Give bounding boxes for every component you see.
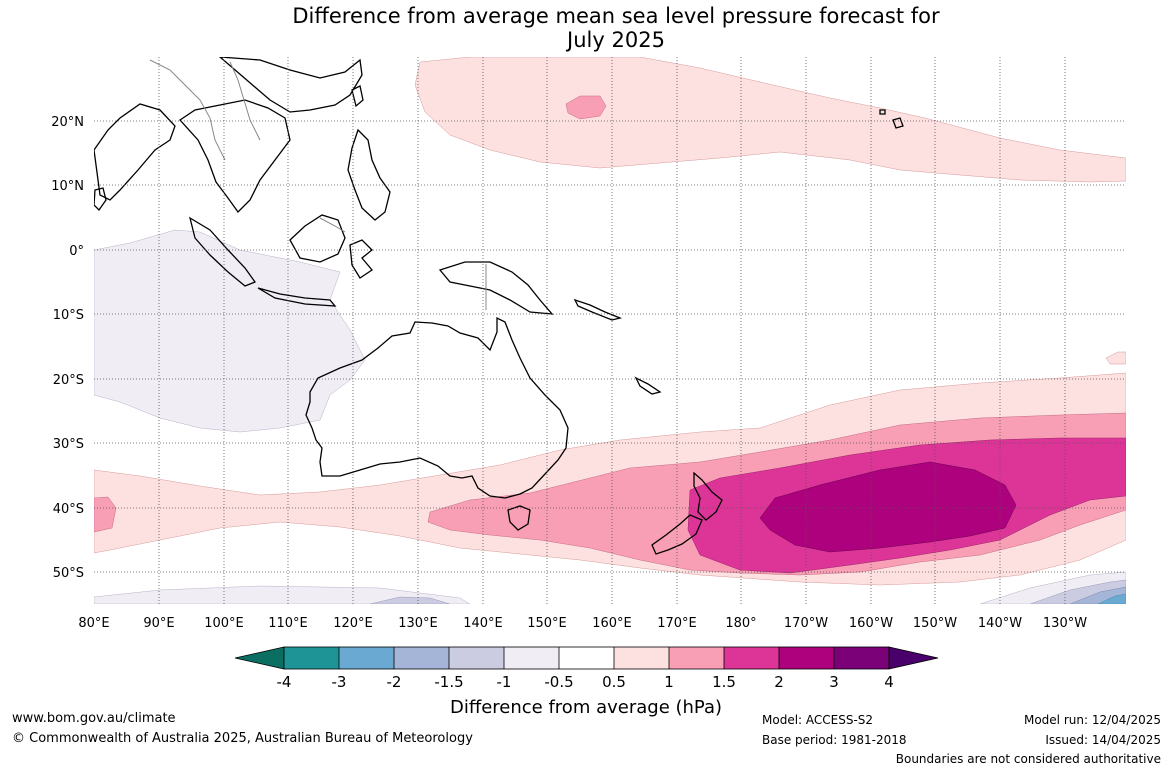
java-coast (257, 287, 337, 307)
title-line-2: July 2025 (567, 28, 665, 52)
country-borders (149, 59, 487, 310)
colorbar-tick-label: -1 (497, 673, 512, 691)
new-zealand-north (693, 471, 723, 521)
new-caledonia-coast (634, 376, 662, 395)
anomaly-region-north-band (414, 57, 1126, 183)
lon-tick-label: 150°W (913, 616, 957, 631)
colorbar-tick-label: 3 (829, 673, 839, 691)
issued-date: Issued: 14/04/2025 (1045, 733, 1161, 747)
taiwan-coast (351, 85, 364, 108)
lat-tick-labels: 20°N 10°N 0° 10°S 20°S 30°S 40°S 50°S (51, 115, 84, 581)
lat-tick-label: 10°N (51, 179, 84, 194)
colorbar-title: Difference from average (hPa) (450, 697, 722, 718)
lon-tick-label: 130°E (398, 616, 438, 631)
lon-tick-labels: 80°E 90°E 100°E 110°E 120°E 130°E 140°E … (78, 616, 1087, 631)
borneo-coast (289, 214, 346, 263)
disclaimer-text: Boundaries are not considered authoritat… (895, 752, 1161, 766)
model-run-date: Model run: 12/04/2025 (1023, 713, 1161, 727)
copyright-text: © Commonwealth of Australia 2025, Austra… (12, 731, 473, 746)
colorbar-tick-label: 4 (884, 673, 894, 691)
lat-tick-label: 20°N (51, 115, 84, 130)
lon-tick-label: 120°E (333, 616, 373, 631)
colorbar-swatch (504, 647, 559, 669)
colorbar-swatch (669, 647, 724, 669)
anomaly-region-negative-se-4 (1097, 593, 1126, 604)
lat-tick-label: 20°S (53, 373, 84, 388)
lon-tick-label: 140°W (978, 616, 1022, 631)
anomaly-region-east-patch (1105, 351, 1126, 365)
figure-title: Difference from average mean sea level p… (0, 4, 1173, 52)
colorbar-tick-label: 0.5 (602, 673, 626, 691)
anomaly-region-west-edge (94, 496, 117, 533)
colorbar-swatch (284, 647, 339, 669)
lat-tick-label: 30°S (53, 437, 84, 452)
colorbar-swatch (834, 647, 889, 669)
new-guinea-coast (438, 261, 554, 315)
map-panel (94, 57, 1126, 604)
new-zealand-south (651, 514, 703, 555)
colorbar-tick-label: -1.5 (434, 673, 463, 691)
colorbar-tick-label: 1.5 (712, 673, 736, 691)
colorbar-swatch (614, 647, 669, 669)
lat-tick-label: 40°S (53, 502, 84, 517)
base-period: Base period: 1981-2018 (762, 733, 907, 747)
colorbar-swatch (449, 647, 504, 669)
lon-tick-label: 160°E (592, 616, 632, 631)
anomaly-region-negative-south (94, 585, 471, 604)
colorbar-swatch (779, 647, 834, 669)
colorbar-tick-label: -2 (387, 673, 402, 691)
lon-tick-label: 170°W (784, 616, 828, 631)
lon-tick-label: 170°E (657, 616, 697, 631)
coastlines (94, 57, 904, 555)
colorbar-tick-label: 2 (774, 673, 784, 691)
lon-tick-label: 100°E (204, 616, 244, 631)
indochina-coast (179, 99, 291, 214)
sumatra-coast (188, 216, 257, 287)
lon-tick-label: 150°E (527, 616, 567, 631)
lat-tick-label: 0° (69, 244, 84, 259)
colorbar-tick-label: -3 (332, 673, 347, 691)
anomaly-region-negative-west (94, 229, 366, 433)
lon-tick-label: 80°E (78, 616, 109, 631)
model-name: Model: ACCESS-S2 (762, 713, 874, 727)
title-line-1: Difference from average mean sea level p… (292, 4, 940, 28)
hawaii-coast (879, 109, 904, 129)
australia-coast (305, 316, 569, 499)
colorbar-tick-label: -4 (277, 673, 292, 691)
anomaly-region-south-core (759, 461, 1017, 553)
colorbar-end-low (234, 646, 285, 670)
colorbar-tick-label: -0.5 (544, 673, 573, 691)
sri-lanka-coast (94, 187, 107, 212)
china-coast (219, 57, 363, 113)
colorbar-swatch (339, 647, 394, 669)
anomaly-region-north-core (565, 95, 607, 120)
colorbar-swatch (559, 647, 614, 669)
anomaly-region-negative-s-small (369, 596, 451, 604)
colorbar: -4 -3 -2 -1.5 -1 -0.5 0.5 1 1.5 2 3 4 Di… (234, 646, 939, 718)
solomon-coast (573, 298, 623, 321)
lat-tick-label: 50°S (53, 566, 84, 581)
colorbar-swatch (394, 647, 449, 669)
lon-tick-label: 180° (725, 616, 756, 631)
india-coast (94, 103, 176, 201)
lon-tick-label: 110°E (268, 616, 308, 631)
lon-tick-label: 130°W (1043, 616, 1087, 631)
colorbar-tick-label: 1 (664, 673, 674, 691)
lat-tick-label: 10°S (53, 308, 84, 323)
website-link[interactable]: www.bom.gov.au/climate (12, 711, 176, 726)
colorbar-end-high (888, 646, 939, 670)
gridlines (94, 57, 1126, 604)
tasmania-coast (507, 505, 531, 531)
philippines-coast (347, 128, 391, 221)
colorbar-swatch (724, 647, 779, 669)
lon-tick-label: 90°E (143, 616, 174, 631)
lon-tick-label: 140°E (463, 616, 503, 631)
lon-tick-label: 160°W (849, 616, 893, 631)
